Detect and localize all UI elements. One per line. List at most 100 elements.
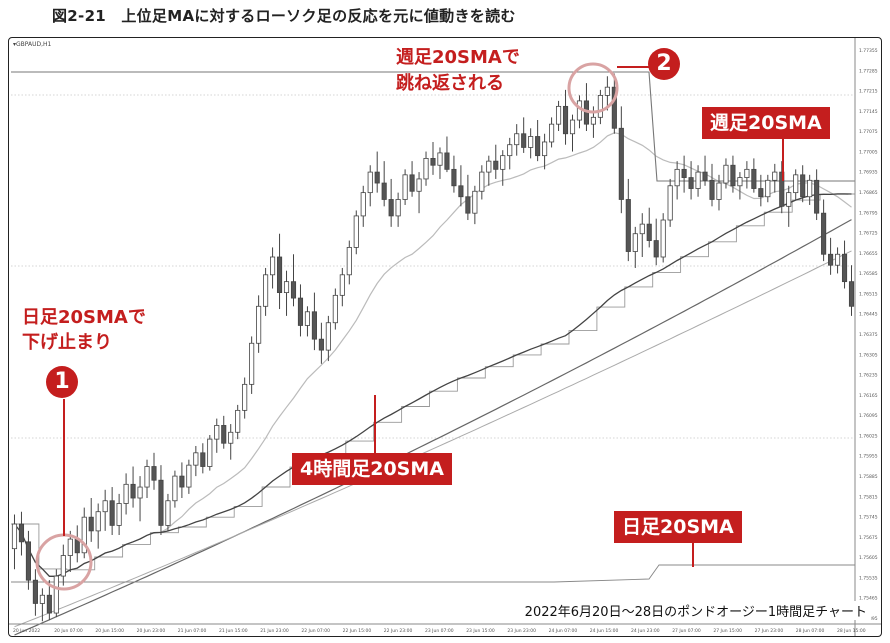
candle-body-bull [116, 503, 122, 526]
candle-body-bull [67, 538, 73, 556]
candle-body-bear [618, 127, 624, 200]
candle [500, 150, 506, 186]
candle [772, 163, 778, 193]
candle [416, 172, 422, 214]
candle [807, 174, 813, 205]
candle [576, 95, 583, 129]
candle [695, 165, 701, 197]
candle [214, 418, 220, 453]
chart-caption: 2022年6月20日〜28日のポンドオージー1時間足チャート [520, 601, 871, 620]
candle-body-bull [346, 247, 352, 276]
candle-body-bull [39, 594, 45, 604]
candle-body-bull [11, 523, 18, 550]
candle-body-bear [709, 179, 715, 200]
candle-body-bull [360, 192, 366, 217]
candle [263, 267, 269, 316]
candle-body-bear [841, 253, 848, 283]
x-tick-label: 20 Jun 23:00 [137, 628, 166, 634]
y-tick-label: 1.77355 [859, 48, 878, 54]
candle-body-bull [632, 233, 638, 252]
y-tick-label: 1.76585 [859, 271, 878, 277]
candle-body-bull [172, 475, 178, 502]
x-tick-label: 21 Jun 15:00 [219, 628, 248, 634]
candle [374, 151, 380, 193]
candle-body-bull [339, 274, 345, 296]
note-daily-line1: 日足20SMAで [22, 307, 146, 328]
candle-body-bull [555, 105, 562, 125]
x-tick-label: 20 Jun 07:00 [54, 628, 83, 634]
candle-body-bull [772, 171, 778, 181]
grid [11, 94, 855, 439]
y-tick-label: 1.76865 [859, 190, 878, 196]
y-tick-label: 1.76515 [859, 291, 878, 297]
candle [221, 415, 227, 449]
candle [95, 503, 101, 549]
candle [667, 178, 673, 227]
candle [555, 100, 562, 132]
candle-body-bull [416, 178, 422, 192]
candle [318, 322, 324, 364]
candle [81, 507, 87, 559]
x-tick-label: 21 Jun 23:00 [260, 628, 289, 634]
y-tick-label: 1.75955 [859, 454, 878, 460]
y-tick-label: 1.77215 [859, 89, 878, 95]
candle-body-bull [737, 177, 743, 187]
candle [562, 89, 569, 145]
candle-body-bear [653, 240, 659, 258]
candle-body-bull [228, 431, 234, 444]
candle-body-bear [409, 174, 415, 192]
candle-body-bear [814, 179, 820, 214]
candle-body-bull [486, 160, 492, 173]
x-tick-label: 27 Jun 07:00 [672, 628, 701, 634]
candle-body-bull [332, 294, 338, 324]
candle [158, 465, 164, 535]
candle [646, 207, 652, 248]
x-tick-label: 27 Jun 15:00 [713, 628, 742, 634]
candle-body-bull [207, 438, 213, 467]
candle [514, 124, 520, 156]
candle [709, 163, 715, 207]
candle [116, 493, 122, 535]
candle [486, 155, 492, 186]
candle [465, 174, 471, 221]
candle-body-bull [249, 342, 255, 385]
candle-body-bear [109, 500, 115, 526]
candle-body-bull [660, 219, 666, 258]
y-tick-label: 1.76025 [859, 433, 878, 439]
candle-body-bear [200, 452, 206, 467]
candle [11, 514, 18, 570]
candle-body-bear [25, 541, 32, 581]
candle-body-bear [451, 168, 457, 187]
candle-body-bull [744, 168, 750, 178]
candle [165, 493, 171, 531]
candle [744, 161, 750, 189]
candle-body-bear [444, 152, 450, 170]
candle-body-bear [311, 311, 317, 340]
candle [472, 185, 478, 225]
candle-body-bull [716, 182, 722, 200]
candle [437, 147, 443, 179]
candle [841, 240, 848, 289]
y-tick-label: 1.75745 [859, 515, 878, 521]
candle [339, 267, 345, 307]
x-tick-label: 28 Jun 07:00 [796, 628, 825, 634]
marker-2: 2 [648, 48, 680, 80]
candle-body-bear [821, 212, 827, 255]
candle [102, 489, 108, 531]
candle [597, 89, 603, 125]
candle [848, 265, 855, 316]
candle [702, 155, 708, 186]
x-tick-label: 24 Jun 15:00 [590, 628, 619, 634]
candle [228, 424, 234, 460]
candle-body-bull [235, 409, 241, 433]
y-tick-label: 1.75675 [859, 535, 878, 541]
candle [283, 270, 290, 316]
y-tick-label: 1.75465 [859, 596, 878, 602]
candle-body-bear [374, 171, 380, 184]
candles [11, 73, 855, 622]
candle [353, 210, 359, 255]
label-4h-sma: 4時間足20SMA [292, 453, 452, 485]
x-tick-label: 23 Jun 15:00 [466, 628, 495, 634]
y-tick-label: 1.75605 [859, 555, 878, 561]
candle [793, 169, 799, 200]
